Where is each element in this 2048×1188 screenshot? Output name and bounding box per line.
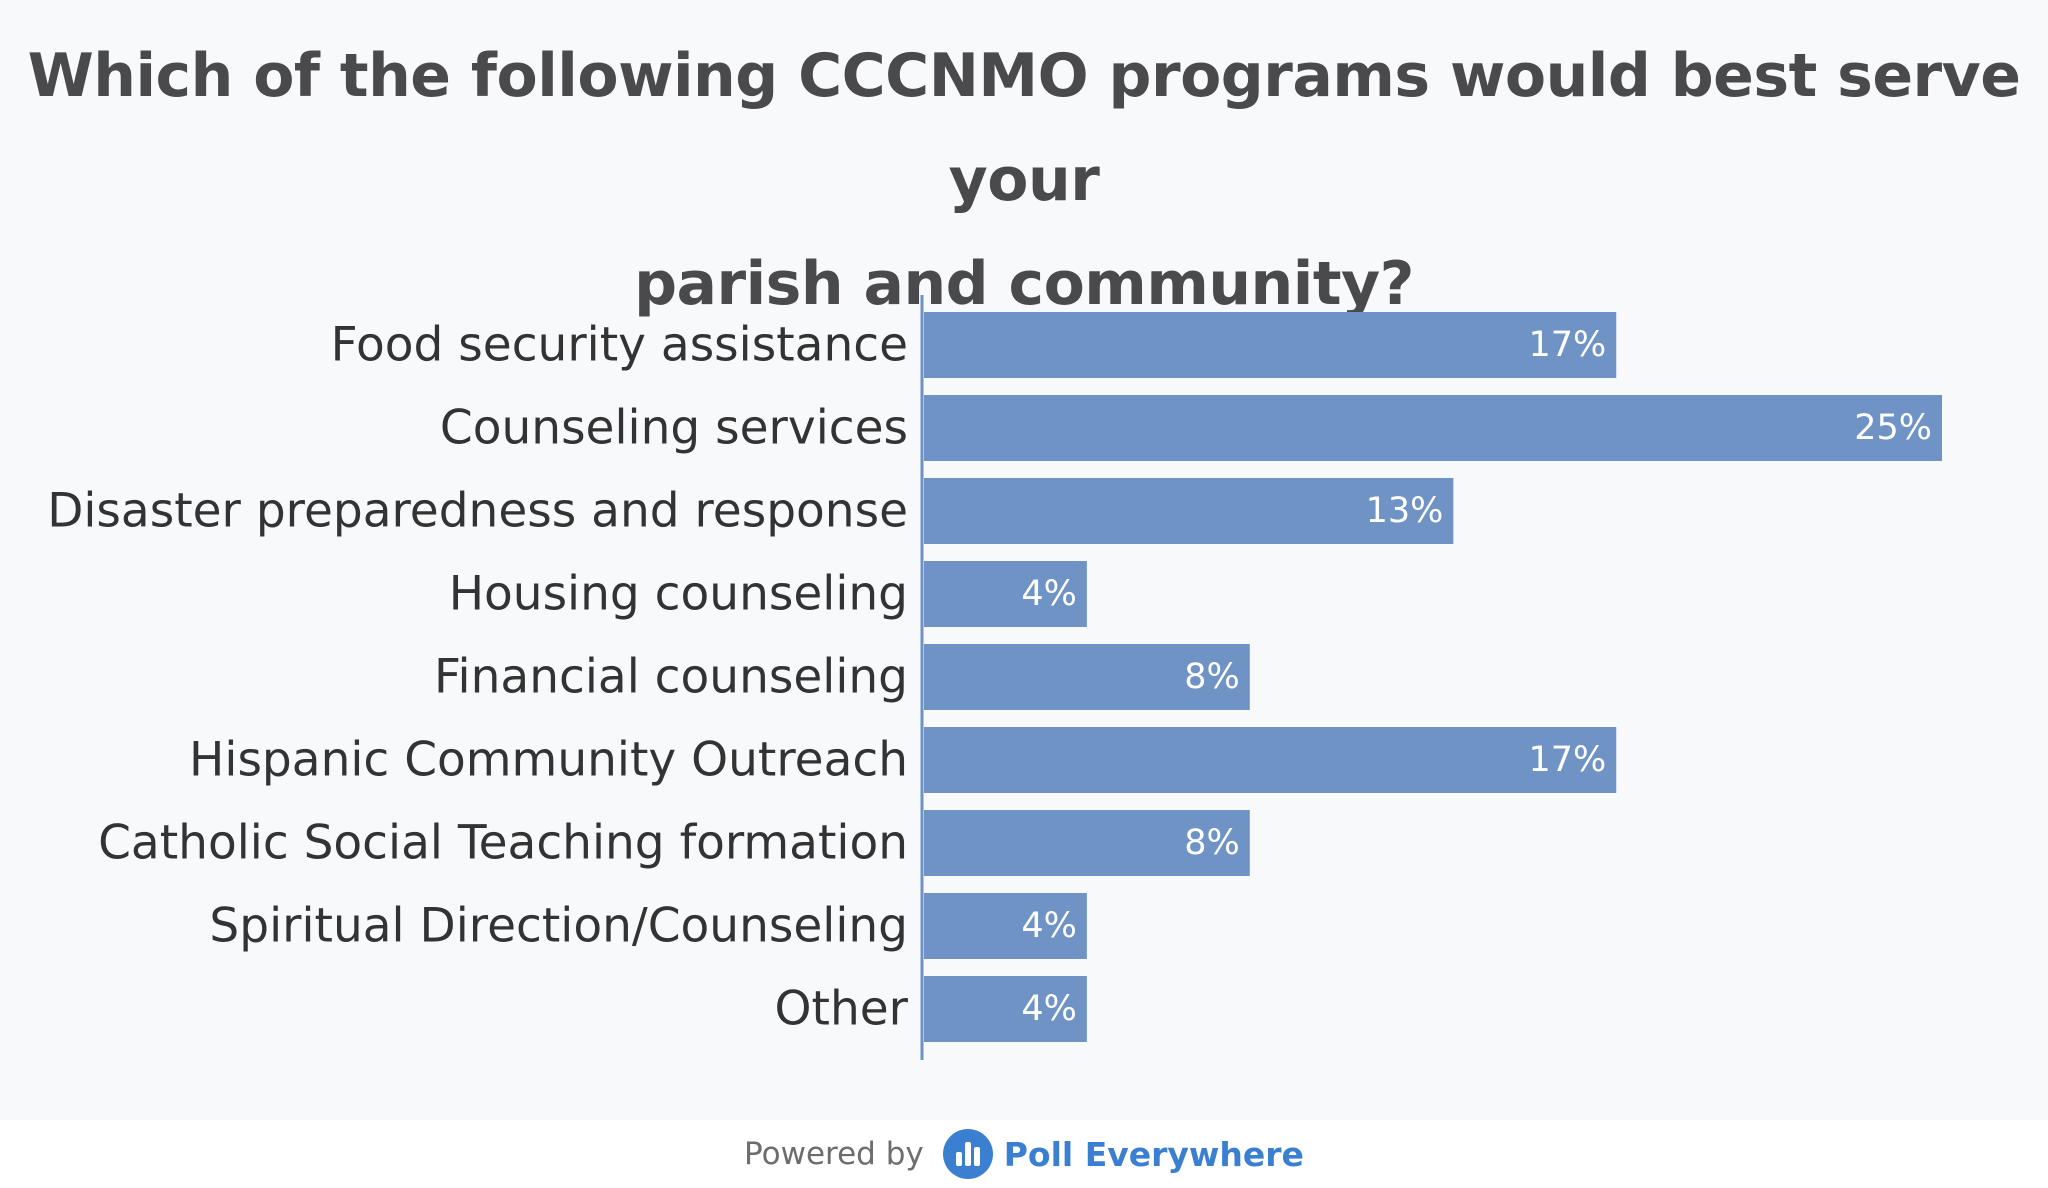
bars-group: Food security assistance 17% Counseling se… [47, 312, 1942, 1042]
value-label-1: 25% [1854, 408, 1932, 448]
value-label-7: 4% [1021, 906, 1077, 946]
category-label-4: Financial counseling [434, 650, 908, 705]
bar-6 [924, 810, 1250, 876]
chart-title-line-1: Which of the following CCCNMO programs w… [27, 41, 2021, 215]
bar-8 [924, 976, 1087, 1042]
poll-everywhere-logo-icon [942, 1129, 993, 1179]
category-label-5: Hispanic Community Outreach [189, 733, 908, 788]
chart-title: Which of the following CCCNMO programs w… [0, 24, 2048, 336]
bar-chart: Food security assistance 17% Counseling se… [47, 295, 1942, 1060]
bar-0 [924, 312, 1617, 378]
powered-by-text: Powered by [744, 1136, 924, 1172]
value-label-5: 17% [1528, 740, 1606, 780]
category-label-3: Housing counseling [449, 567, 908, 622]
value-label-8: 4% [1021, 989, 1077, 1029]
value-label-6: 8% [1184, 823, 1240, 863]
category-label-0: Food security assistance [331, 318, 908, 373]
footer: Powered by Poll Everywhere [0, 1120, 2048, 1188]
value-label-3: 4% [1021, 574, 1077, 614]
category-label-8: Other [775, 982, 909, 1037]
poll-everywhere-name: Poll Everywhere [1003, 1134, 1304, 1174]
poll-everywhere-brand[interactable]: Poll Everywhere [942, 1128, 1304, 1180]
bar-4 [924, 644, 1250, 710]
bar-3 [924, 561, 1087, 627]
bar-1 [924, 395, 1942, 461]
bar-7 [924, 893, 1087, 959]
value-label-2: 13% [1366, 491, 1444, 531]
value-label-0: 17% [1528, 325, 1606, 365]
category-label-6: Catholic Social Teaching formation [98, 816, 908, 871]
category-label-7: Spiritual Direction/Counseling [209, 899, 908, 954]
category-label-1: Counseling services [440, 401, 908, 456]
value-label-4: 8% [1184, 657, 1240, 697]
chart-title-line-2: parish and community? [634, 249, 1414, 319]
bar-5 [924, 727, 1617, 793]
bar-2 [924, 478, 1454, 544]
category-label-2: Disaster preparedness and response [47, 484, 908, 539]
